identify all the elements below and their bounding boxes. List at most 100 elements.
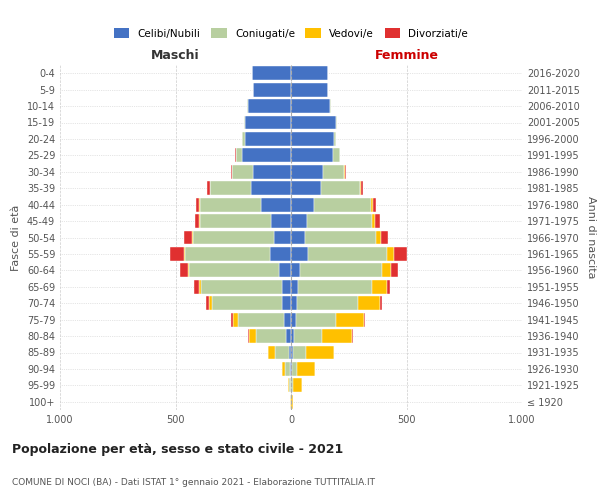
Bar	[330, 99, 331, 113]
Bar	[209, 296, 212, 310]
Bar	[185, 247, 270, 261]
Bar	[291, 280, 298, 294]
Bar	[251, 181, 291, 195]
Bar	[208, 181, 209, 195]
Bar	[308, 247, 387, 261]
Bar	[206, 296, 209, 310]
Bar	[291, 230, 305, 244]
Bar	[247, 99, 248, 113]
Bar	[282, 362, 285, 376]
Bar	[270, 247, 291, 261]
Bar	[184, 230, 191, 244]
Bar	[372, 280, 387, 294]
Text: Femmine: Femmine	[374, 48, 439, 62]
Bar	[298, 280, 372, 294]
Y-axis label: Fasce di età: Fasce di età	[11, 204, 21, 270]
Bar	[293, 346, 306, 360]
Bar	[291, 346, 293, 360]
Bar	[180, 264, 188, 278]
Bar	[321, 181, 360, 195]
Bar	[250, 329, 256, 343]
Bar	[291, 82, 328, 96]
Bar	[196, 198, 199, 211]
Bar	[212, 296, 282, 310]
Bar	[291, 181, 321, 195]
Bar	[344, 165, 346, 179]
Bar	[322, 329, 352, 343]
Bar	[371, 198, 373, 211]
Bar	[288, 378, 289, 392]
Bar	[190, 264, 280, 278]
Bar	[394, 247, 407, 261]
Bar	[184, 247, 185, 261]
Text: Popolazione per età, sesso e stato civile - 2021: Popolazione per età, sesso e stato civil…	[12, 442, 343, 456]
Bar	[194, 214, 199, 228]
Bar	[170, 247, 184, 261]
Bar	[200, 214, 271, 228]
Bar	[376, 230, 381, 244]
Bar	[210, 181, 251, 195]
Bar	[194, 280, 199, 294]
Bar	[291, 362, 292, 376]
Text: COMUNE DI NOCI (BA) - Dati ISTAT 1° gennaio 2021 - Elaborazione TUTTITALIA.IT: COMUNE DI NOCI (BA) - Dati ISTAT 1° genn…	[12, 478, 375, 487]
Bar	[245, 132, 291, 146]
Bar	[191, 230, 193, 244]
Bar	[231, 312, 233, 326]
Bar	[336, 312, 364, 326]
Bar	[295, 329, 322, 343]
Bar	[245, 116, 291, 130]
Bar	[200, 198, 261, 211]
Bar	[291, 148, 332, 162]
Bar	[297, 362, 315, 376]
Bar	[291, 296, 297, 310]
Bar	[291, 214, 307, 228]
Bar	[332, 148, 340, 162]
Bar	[271, 214, 291, 228]
Bar	[274, 230, 291, 244]
Bar	[376, 214, 380, 228]
Bar	[380, 296, 382, 310]
Bar	[352, 329, 353, 343]
Bar	[291, 329, 295, 343]
Bar	[323, 165, 344, 179]
Bar	[360, 181, 361, 195]
Bar	[358, 296, 380, 310]
Bar	[307, 214, 372, 228]
Legend: Celibi/Nubili, Coniugati/e, Vedovi/e, Divorziati/e: Celibi/Nubili, Coniugati/e, Vedovi/e, Di…	[110, 26, 472, 42]
Bar	[291, 116, 336, 130]
Bar	[291, 264, 300, 278]
Bar	[305, 230, 376, 244]
Bar	[242, 148, 291, 162]
Y-axis label: Anni di nascita: Anni di nascita	[586, 196, 596, 279]
Bar	[297, 296, 358, 310]
Bar	[364, 312, 365, 326]
Bar	[199, 280, 201, 294]
Bar	[231, 165, 232, 179]
Bar	[253, 82, 291, 96]
Bar	[242, 132, 245, 146]
Bar	[233, 312, 238, 326]
Bar	[275, 346, 289, 360]
Bar	[391, 264, 398, 278]
Bar	[188, 264, 190, 278]
Bar	[373, 198, 376, 211]
Bar	[284, 312, 291, 326]
Bar	[285, 362, 290, 376]
Bar	[286, 329, 291, 343]
Bar	[291, 99, 330, 113]
Bar	[253, 165, 291, 179]
Bar	[291, 312, 296, 326]
Bar	[292, 362, 297, 376]
Bar	[296, 312, 336, 326]
Bar	[236, 148, 242, 162]
Bar	[292, 378, 293, 392]
Bar	[291, 165, 323, 179]
Bar	[336, 116, 337, 130]
Bar	[291, 247, 308, 261]
Bar	[238, 312, 284, 326]
Bar	[382, 264, 391, 278]
Bar	[290, 362, 291, 376]
Bar	[261, 198, 291, 211]
Bar	[291, 132, 334, 146]
Bar	[292, 395, 293, 409]
